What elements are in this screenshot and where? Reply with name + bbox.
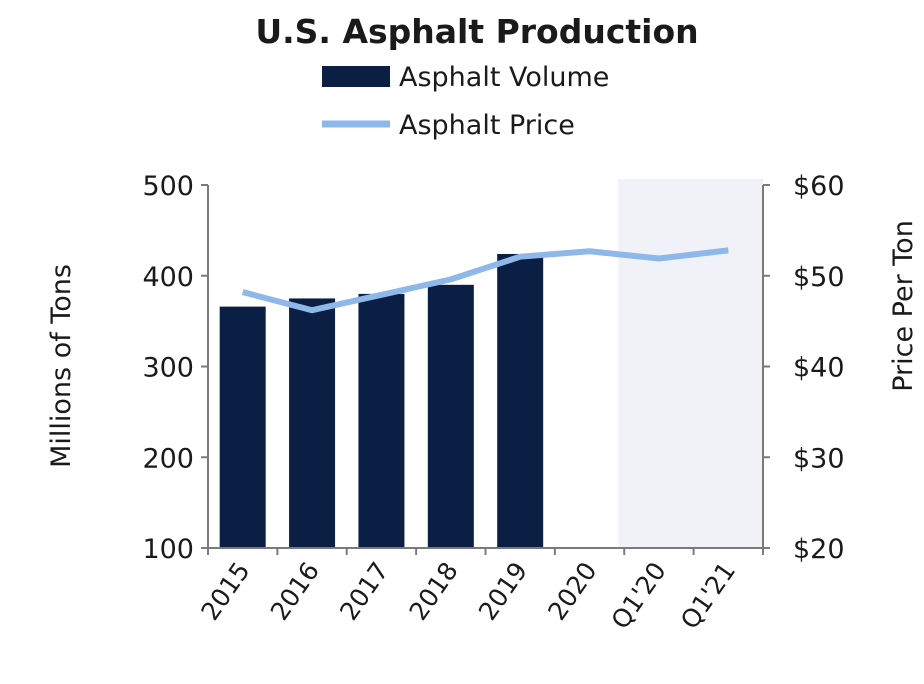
bar-2016 (289, 298, 335, 548)
x-tick-label: 2016 (265, 557, 325, 626)
legend: Asphalt Volume Asphalt Price (322, 62, 609, 141)
y-tick-label: 100 (142, 534, 194, 565)
y2-tick-label: $40 (793, 353, 845, 384)
legend-swatch-volume (322, 66, 390, 87)
bar-2019 (497, 254, 543, 548)
y2-tick-label: $20 (793, 534, 845, 565)
y2-tick-label: $30 (793, 443, 845, 474)
y2-axis-title: Price Per Ton (888, 220, 919, 392)
y-tick-label: 400 (142, 262, 194, 293)
x-tick-label: Q1'20 (605, 557, 671, 634)
y2-tick-label: $60 (793, 171, 845, 202)
x-tick-label: 2020 (542, 557, 602, 626)
x-tick-label: 2019 (473, 557, 533, 626)
y-tick-label: 300 (142, 353, 194, 384)
highlight-region (618, 179, 763, 548)
y-tick-label: 200 (142, 443, 194, 474)
y-axis-title: Millions of Tons (46, 264, 77, 468)
x-tick-label: 2015 (195, 557, 255, 626)
legend-label-price: Asphalt Price (399, 110, 575, 141)
legend-label-volume: Asphalt Volume (399, 62, 609, 93)
y2-tick-label: $50 (793, 262, 845, 293)
x-tick-label: 2017 (334, 557, 394, 626)
chart-title: U.S. Asphalt Production (255, 12, 698, 51)
x-tick-label: 2018 (403, 557, 463, 626)
bar-2018 (428, 285, 474, 548)
x-tick-label: Q1'21 (675, 557, 741, 634)
y-tick-label: 500 (142, 171, 194, 202)
bar-2015 (220, 307, 266, 548)
bar-2017 (358, 294, 404, 548)
